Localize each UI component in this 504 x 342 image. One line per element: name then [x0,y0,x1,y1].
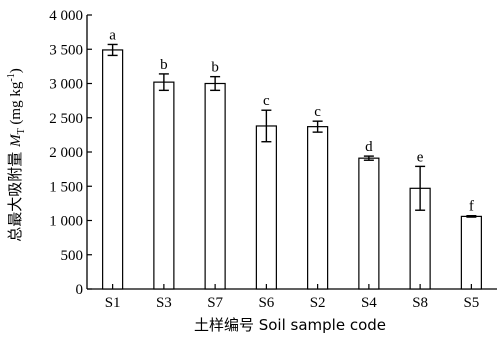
y-axis-title-close: ) [8,68,24,73]
y-tick-label: 3 000 [49,77,83,93]
y-axis-title-symbol: M [8,133,24,148]
x-tick-label: S6 [258,295,274,311]
bar-s3 [153,81,175,290]
x-tick-label: S7 [207,295,223,311]
significance-label: d [365,139,373,155]
y-axis-title-main: 总最大吸附量 [6,147,24,242]
y-tick-label: 500 [61,248,84,264]
y-ticks: 0 500 1 000 1 500 2 000 2 500 3 000 3 500 4 000 [49,8,92,298]
y-tick-label: 1 000 [49,214,83,230]
x-tick-label: S8 [412,295,428,311]
x-tick-label: S1 [105,295,121,311]
bar-s1 [102,49,124,290]
y-tick-label: 2 000 [49,145,83,161]
y-tick-label: 1 500 [49,179,83,195]
x-ticks: S1 S3 S7 S6 S2 S4 S8 S5 [105,284,479,311]
y-axis-title: 总最大吸附量 MT (mg kg-1) [6,68,27,241]
bar-s7 [204,82,226,290]
y-axis-title-subscript: T [16,128,27,134]
bar-s5 [460,215,482,290]
significance-label: c [314,104,321,120]
x-tick-label: S4 [361,295,377,311]
significance-label: b [211,60,219,76]
x-tick-label: S3 [156,295,172,311]
bar-s4 [358,157,380,290]
x-tick-label: S5 [463,295,479,311]
y-tick-label: 2 500 [49,111,83,127]
x-axis-title: 土样编号 Soil sample code [194,316,386,334]
axes [86,15,497,290]
significance-label: b [160,57,168,73]
y-axis-title-superscript: -1 [6,73,17,81]
bar-s2 [307,126,329,290]
significance-label: f [469,199,474,215]
y-tick-label: 3 500 [49,42,83,58]
y-tick-label: 4 000 [49,8,83,24]
bars [102,49,482,290]
significance-labels: a b b c c d e f [109,27,474,214]
x-tick-label: S2 [310,295,326,311]
bar-s6 [255,125,277,290]
significance-label: c [263,93,270,109]
y-axis-title-unit: (mg kg [8,81,24,128]
significance-label: a [109,27,116,43]
error-bars [107,43,477,218]
y-tick-label: 0 [76,282,84,298]
significance-label: e [417,149,424,165]
